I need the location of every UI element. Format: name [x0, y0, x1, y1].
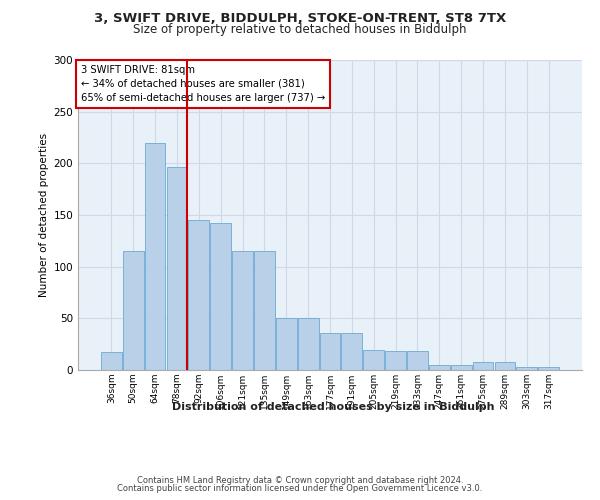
Bar [429, 365, 450, 370]
Bar [298, 318, 319, 370]
Bar [451, 365, 472, 370]
Bar [210, 224, 231, 370]
Bar [473, 362, 493, 370]
Bar [123, 251, 143, 370]
Bar [538, 367, 559, 370]
Text: 3 SWIFT DRIVE: 81sqm
← 34% of detached houses are smaller (381)
65% of semi-deta: 3 SWIFT DRIVE: 81sqm ← 34% of detached h… [80, 64, 325, 102]
Bar [364, 350, 384, 370]
Bar [407, 352, 428, 370]
Bar [517, 367, 537, 370]
Bar [167, 168, 187, 370]
Bar [188, 220, 209, 370]
Bar [232, 251, 253, 370]
Bar [101, 352, 122, 370]
Text: Contains HM Land Registry data © Crown copyright and database right 2024.: Contains HM Land Registry data © Crown c… [137, 476, 463, 485]
Text: 3, SWIFT DRIVE, BIDDULPH, STOKE-ON-TRENT, ST8 7TX: 3, SWIFT DRIVE, BIDDULPH, STOKE-ON-TRENT… [94, 12, 506, 26]
Bar [276, 318, 296, 370]
Text: Size of property relative to detached houses in Biddulph: Size of property relative to detached ho… [133, 22, 467, 36]
Bar [385, 352, 406, 370]
Bar [341, 333, 362, 370]
Y-axis label: Number of detached properties: Number of detached properties [39, 133, 49, 297]
Bar [254, 251, 275, 370]
Bar [145, 142, 166, 370]
Bar [494, 362, 515, 370]
Text: Distribution of detached houses by size in Biddulph: Distribution of detached houses by size … [172, 402, 494, 412]
Text: Contains public sector information licensed under the Open Government Licence v3: Contains public sector information licen… [118, 484, 482, 493]
Bar [320, 333, 340, 370]
